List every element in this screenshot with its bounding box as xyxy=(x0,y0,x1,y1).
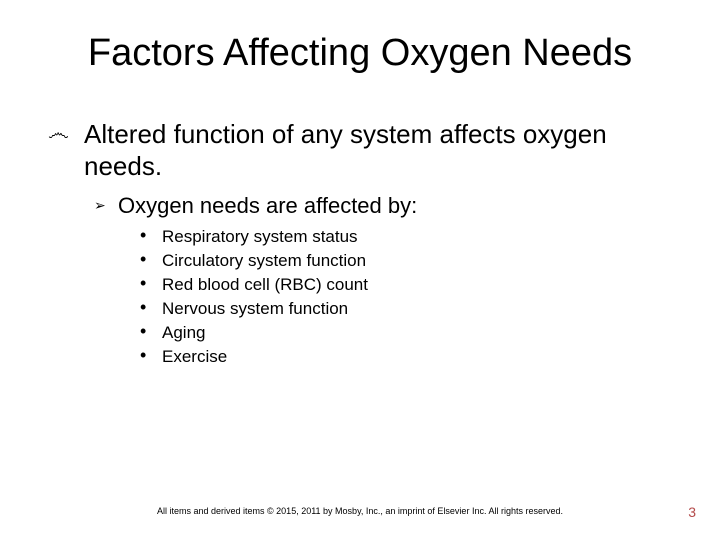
dot-bullet-icon: • xyxy=(140,248,162,270)
dot-bullet-icon: • xyxy=(140,224,162,246)
level-3-text: Aging xyxy=(162,322,205,344)
bullet-level-3: •Exercise xyxy=(140,346,672,368)
slide: Factors Affecting Oxygen Needs ෴ Altered… xyxy=(0,0,720,540)
bullet-level-3: •Nervous system function xyxy=(140,298,672,320)
dot-bullet-icon: • xyxy=(140,272,162,294)
level-3-list: •Respiratory system status•Circulatory s… xyxy=(48,226,672,368)
slide-title: Factors Affecting Oxygen Needs xyxy=(0,32,720,75)
slide-body: ෴ Altered function of any system affects… xyxy=(48,118,672,368)
flourish-bullet-icon: ෴ xyxy=(48,118,84,148)
dot-bullet-icon: • xyxy=(140,296,162,318)
bullet-level-1: ෴ Altered function of any system affects… xyxy=(48,118,672,182)
bullet-level-3: •Red blood cell (RBC) count xyxy=(140,274,672,296)
level-3-text: Nervous system function xyxy=(162,298,348,320)
level-3-text: Respiratory system status xyxy=(162,226,358,248)
level-2-text: Oxygen needs are affected by: xyxy=(118,192,417,220)
bullet-level-2: ➢ Oxygen needs are affected by: xyxy=(94,192,672,220)
level-3-text: Exercise xyxy=(162,346,227,368)
arrow-bullet-icon: ➢ xyxy=(94,192,118,218)
page-number: 3 xyxy=(688,504,696,520)
copyright-footer: All items and derived items © 2015, 2011… xyxy=(0,506,720,516)
bullet-level-3: •Respiratory system status xyxy=(140,226,672,248)
bullet-level-3: •Aging xyxy=(140,322,672,344)
level-3-text: Red blood cell (RBC) count xyxy=(162,274,368,296)
bullet-level-3: •Circulatory system function xyxy=(140,250,672,272)
dot-bullet-icon: • xyxy=(140,344,162,366)
dot-bullet-icon: • xyxy=(140,320,162,342)
level-1-text: Altered function of any system affects o… xyxy=(84,118,672,182)
level-3-text: Circulatory system function xyxy=(162,250,366,272)
